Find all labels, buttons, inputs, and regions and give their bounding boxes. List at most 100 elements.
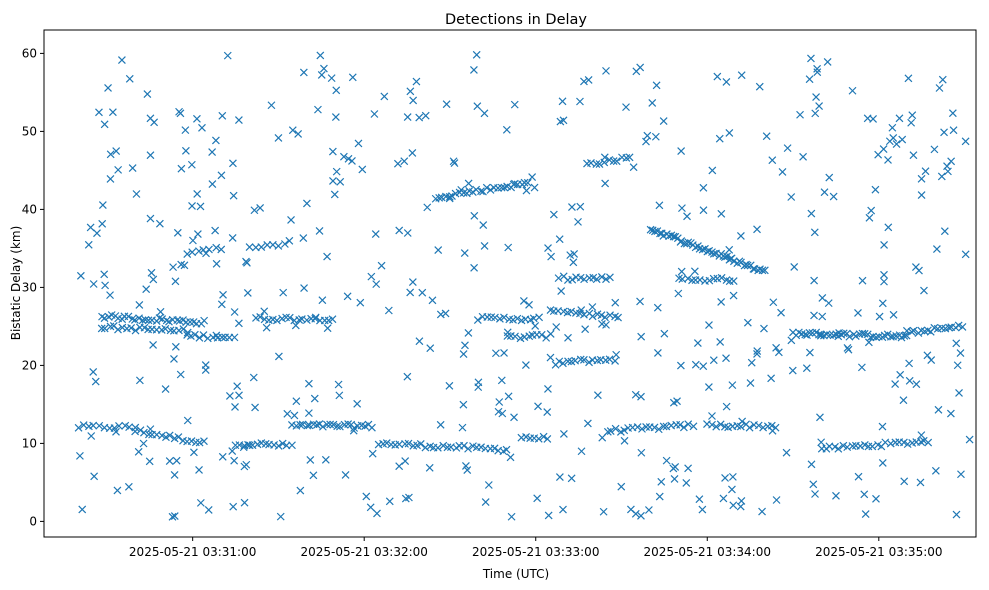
data-point-245 <box>302 316 311 325</box>
data-point-307 <box>606 273 614 282</box>
data-point-739 <box>736 232 745 240</box>
data-point-983 <box>622 103 630 112</box>
data-point-966 <box>187 160 196 169</box>
data-point-238 <box>272 316 281 325</box>
data-point-777 <box>753 347 762 355</box>
y-tick-label: 10 <box>22 436 37 450</box>
data-point-202 <box>106 322 115 331</box>
data-point-201 <box>100 324 109 333</box>
data-point-914 <box>177 164 186 173</box>
data-point-711 <box>393 159 402 168</box>
data-point-751 <box>323 252 332 261</box>
data-point-685 <box>722 402 731 411</box>
data-point-399 <box>472 185 481 194</box>
data-point-557 <box>436 310 445 319</box>
data-point-717 <box>799 152 808 161</box>
data-point-620 <box>229 502 238 511</box>
data-point-69 <box>382 439 391 448</box>
data-point-830 <box>722 354 730 363</box>
data-point-569 <box>880 270 888 279</box>
data-point-970 <box>957 470 965 479</box>
data-point-649 <box>245 441 254 450</box>
data-point-723 <box>812 93 820 101</box>
data-point-797 <box>334 380 343 389</box>
data-point-816 <box>128 164 137 172</box>
data-point-543 <box>772 343 781 352</box>
data-point-232 <box>230 333 239 342</box>
data-point-585 <box>362 492 371 501</box>
data-point-516 <box>705 321 713 329</box>
data-point-658 <box>180 261 189 270</box>
data-point-74 <box>404 439 413 448</box>
data-point-715 <box>310 394 319 403</box>
data-point-602 <box>717 209 726 218</box>
data-point-489 <box>212 243 221 252</box>
data-point-818 <box>208 148 217 156</box>
data-point-975 <box>371 230 380 238</box>
data-point-852 <box>940 227 949 236</box>
data-point-905 <box>544 384 552 393</box>
data-point-641 <box>832 491 840 500</box>
data-point-88 <box>464 444 472 453</box>
data-point-636 <box>491 349 500 358</box>
data-point-994 <box>188 236 197 245</box>
data-point-742 <box>315 226 324 235</box>
data-point-42 <box>288 441 296 450</box>
data-point-785 <box>916 478 925 487</box>
data-point-889 <box>84 240 93 249</box>
data-point-822 <box>469 66 478 74</box>
data-point-588 <box>235 391 243 400</box>
data-point-708 <box>403 113 412 122</box>
data-point-643 <box>294 130 303 138</box>
data-point-901 <box>895 114 904 123</box>
data-point-974 <box>653 303 662 312</box>
data-point-112 <box>633 423 642 432</box>
data-point-912 <box>528 173 537 181</box>
data-point-625 <box>204 505 213 514</box>
data-point-707 <box>651 132 660 141</box>
data-point-305 <box>597 272 606 281</box>
data-point-483 <box>958 322 967 331</box>
data-point-725 <box>699 183 708 192</box>
data-point-506 <box>304 379 313 388</box>
data-point-258 <box>500 313 508 322</box>
data-point-686 <box>772 496 781 504</box>
data-point-721 <box>683 212 691 221</box>
y-tick-label: 20 <box>22 358 37 372</box>
data-point-28 <box>200 437 208 446</box>
data-point-928 <box>314 105 322 114</box>
data-point-690 <box>815 102 824 110</box>
data-point-1017 <box>728 472 737 481</box>
data-point-73 <box>401 439 409 448</box>
data-point-769 <box>296 486 305 495</box>
data-point-78 <box>421 443 430 452</box>
data-point-809 <box>366 503 375 512</box>
x-axis-label: Time (UTC) <box>482 567 549 581</box>
data-point-511 <box>100 120 109 129</box>
data-point-225 <box>199 331 208 339</box>
data-point-13 <box>136 426 145 435</box>
data-point-572 <box>299 68 308 77</box>
data-point-548 <box>611 298 620 307</box>
data-point-908 <box>256 204 265 212</box>
data-point-948 <box>825 173 834 182</box>
data-point-379 <box>743 261 752 270</box>
data-point-874 <box>729 501 738 510</box>
data-point-950 <box>459 400 468 409</box>
data-point-712 <box>504 392 513 401</box>
data-point-1009 <box>854 472 863 481</box>
data-point-187 <box>158 315 167 324</box>
data-point-216 <box>166 326 175 335</box>
data-point-670 <box>674 289 683 298</box>
data-point-512 <box>643 131 652 140</box>
data-point-3 <box>89 421 98 430</box>
data-point-832 <box>888 123 897 132</box>
data-point-47 <box>303 421 312 430</box>
data-point-10 <box>125 423 134 432</box>
data-point-667 <box>445 381 454 390</box>
data-point-507 <box>171 342 180 351</box>
data-point-993 <box>403 229 412 237</box>
data-point-807 <box>737 71 746 80</box>
data-point-773 <box>864 338 873 347</box>
data-point-204 <box>114 325 122 334</box>
